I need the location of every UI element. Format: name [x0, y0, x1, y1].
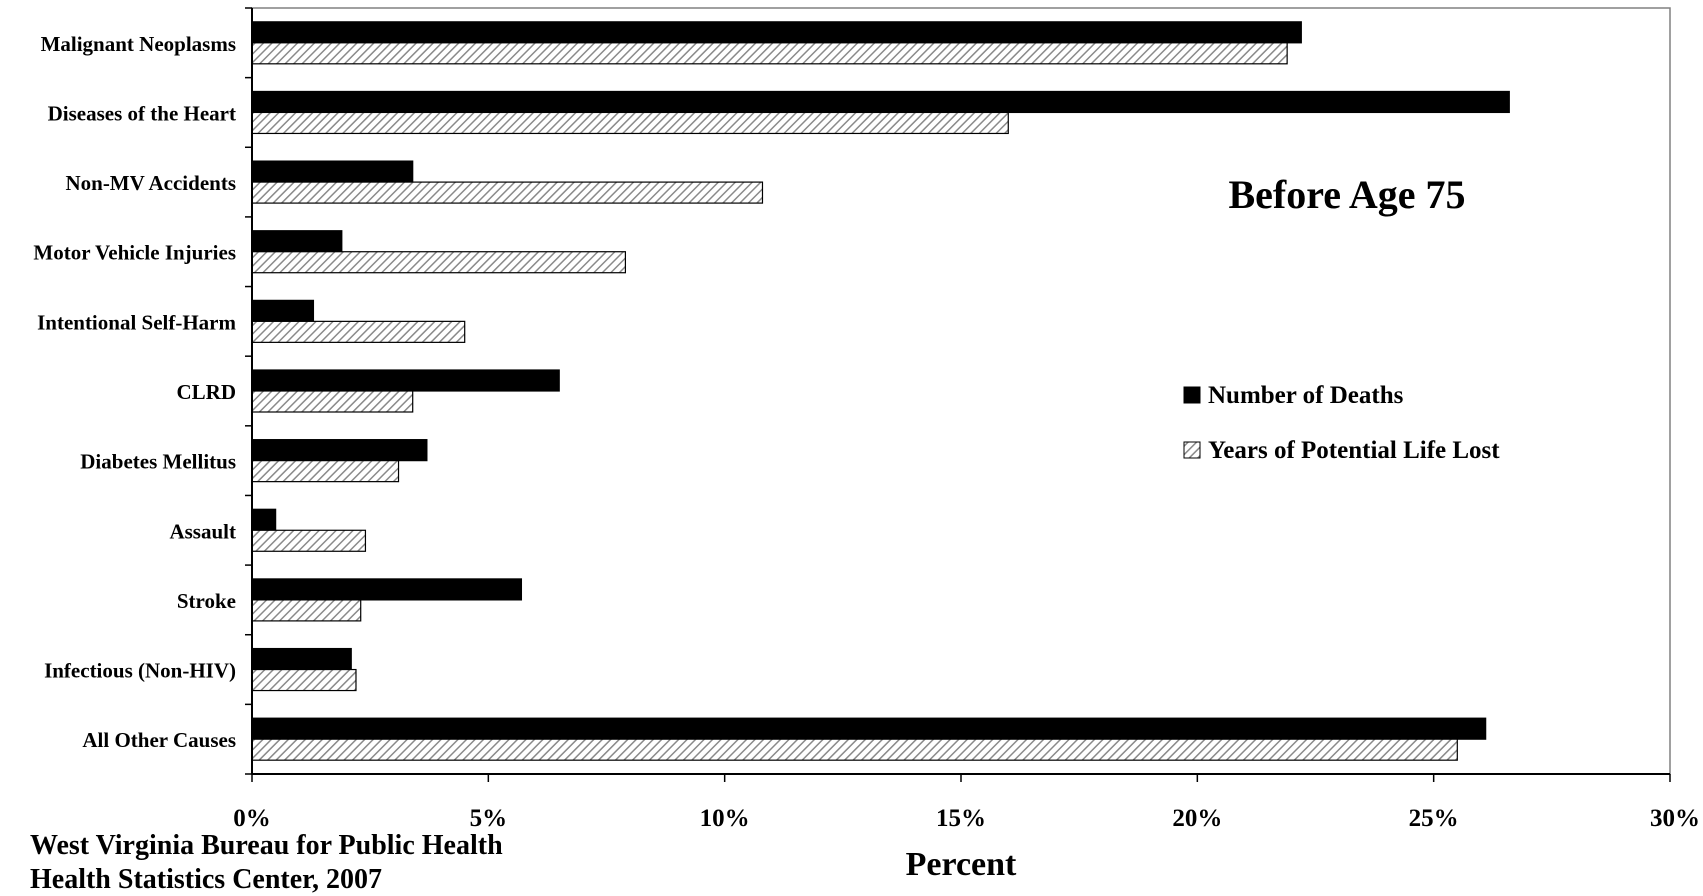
bar-ypll-5	[251, 390, 414, 413]
bar-deaths-5	[251, 369, 560, 392]
bar-deaths-4	[251, 299, 315, 322]
category-label-6: Diabetes Mellitus	[80, 450, 236, 474]
category-label-0: Malignant Neoplasms	[41, 32, 236, 56]
bar-deaths-1	[251, 90, 1510, 114]
x-tick-label-5: 25%	[1409, 805, 1459, 832]
bar-ypll-2	[251, 181, 764, 204]
source-line-2: Health Statistics Center, 2007	[30, 864, 383, 895]
x-tick-labels: 0% 5% 10% 15% 20% 25% 30%	[233, 805, 1700, 832]
bar-deaths-9	[251, 647, 352, 671]
source-line-1: West Virginia Bureau for Public Health	[30, 830, 503, 861]
legend-label-ypll: Years of Potential Life Lost	[1208, 437, 1500, 464]
bar-deaths-8	[251, 578, 523, 601]
category-label-8: Stroke	[177, 589, 236, 613]
bar-ypll-10	[251, 738, 1458, 761]
bar-ypll-3	[251, 251, 627, 274]
y-ticks	[245, 7, 252, 775]
category-label-2: Non-MV Accidents	[65, 171, 236, 195]
legend: Number of Deaths Years of Potential Life…	[1183, 382, 1500, 464]
category-label-4: Intentional Self-Harm	[37, 310, 236, 334]
bar-deaths-2	[251, 160, 414, 183]
bar-ypll-8	[251, 599, 362, 622]
x-tick-label-2: 10%	[700, 805, 750, 832]
x-tick-label-4: 20%	[1172, 805, 1222, 832]
legend-swatch-deaths	[1183, 386, 1201, 404]
bar-deaths-7	[251, 508, 277, 531]
category-label-1: Diseases of the Heart	[48, 101, 236, 125]
bar-ypll-9	[251, 668, 357, 692]
bar-deaths-3	[251, 230, 343, 253]
bars-layer	[251, 21, 1510, 761]
x-tick-label-3: 15%	[936, 805, 986, 832]
category-label-3: Motor Vehicle Injuries	[33, 241, 236, 265]
category-label-9: Infectious (Non-HIV)	[44, 659, 236, 683]
category-label-10: All Other Causes	[82, 728, 236, 752]
bar-deaths-0	[251, 21, 1302, 44]
bar-deaths-10	[251, 717, 1487, 740]
bar-ypll-4	[251, 320, 466, 343]
x-axis-title: Percent	[906, 846, 1017, 883]
chart-annotation: Before Age 75	[1229, 172, 1466, 217]
legend-label-deaths: Number of Deaths	[1208, 382, 1404, 409]
category-label-5: CLRD	[176, 380, 236, 404]
x-ticks	[251, 774, 1671, 782]
bar-ypll-1	[251, 111, 1009, 135]
category-label-7: Assault	[169, 519, 236, 543]
x-tick-label-6: 30%	[1650, 805, 1700, 832]
y-tick-labels: Malignant Neoplasms Diseases of the Heart…	[33, 32, 236, 752]
bar-ypll-6	[251, 460, 400, 483]
bar-ypll-0	[251, 42, 1288, 65]
x-tick-label-1: 5%	[470, 805, 508, 832]
legend-swatch-ypll	[1183, 441, 1201, 459]
bar-deaths-6	[251, 439, 428, 462]
x-tick-label-0: 0%	[233, 805, 271, 832]
bar-ypll-7	[251, 529, 367, 552]
